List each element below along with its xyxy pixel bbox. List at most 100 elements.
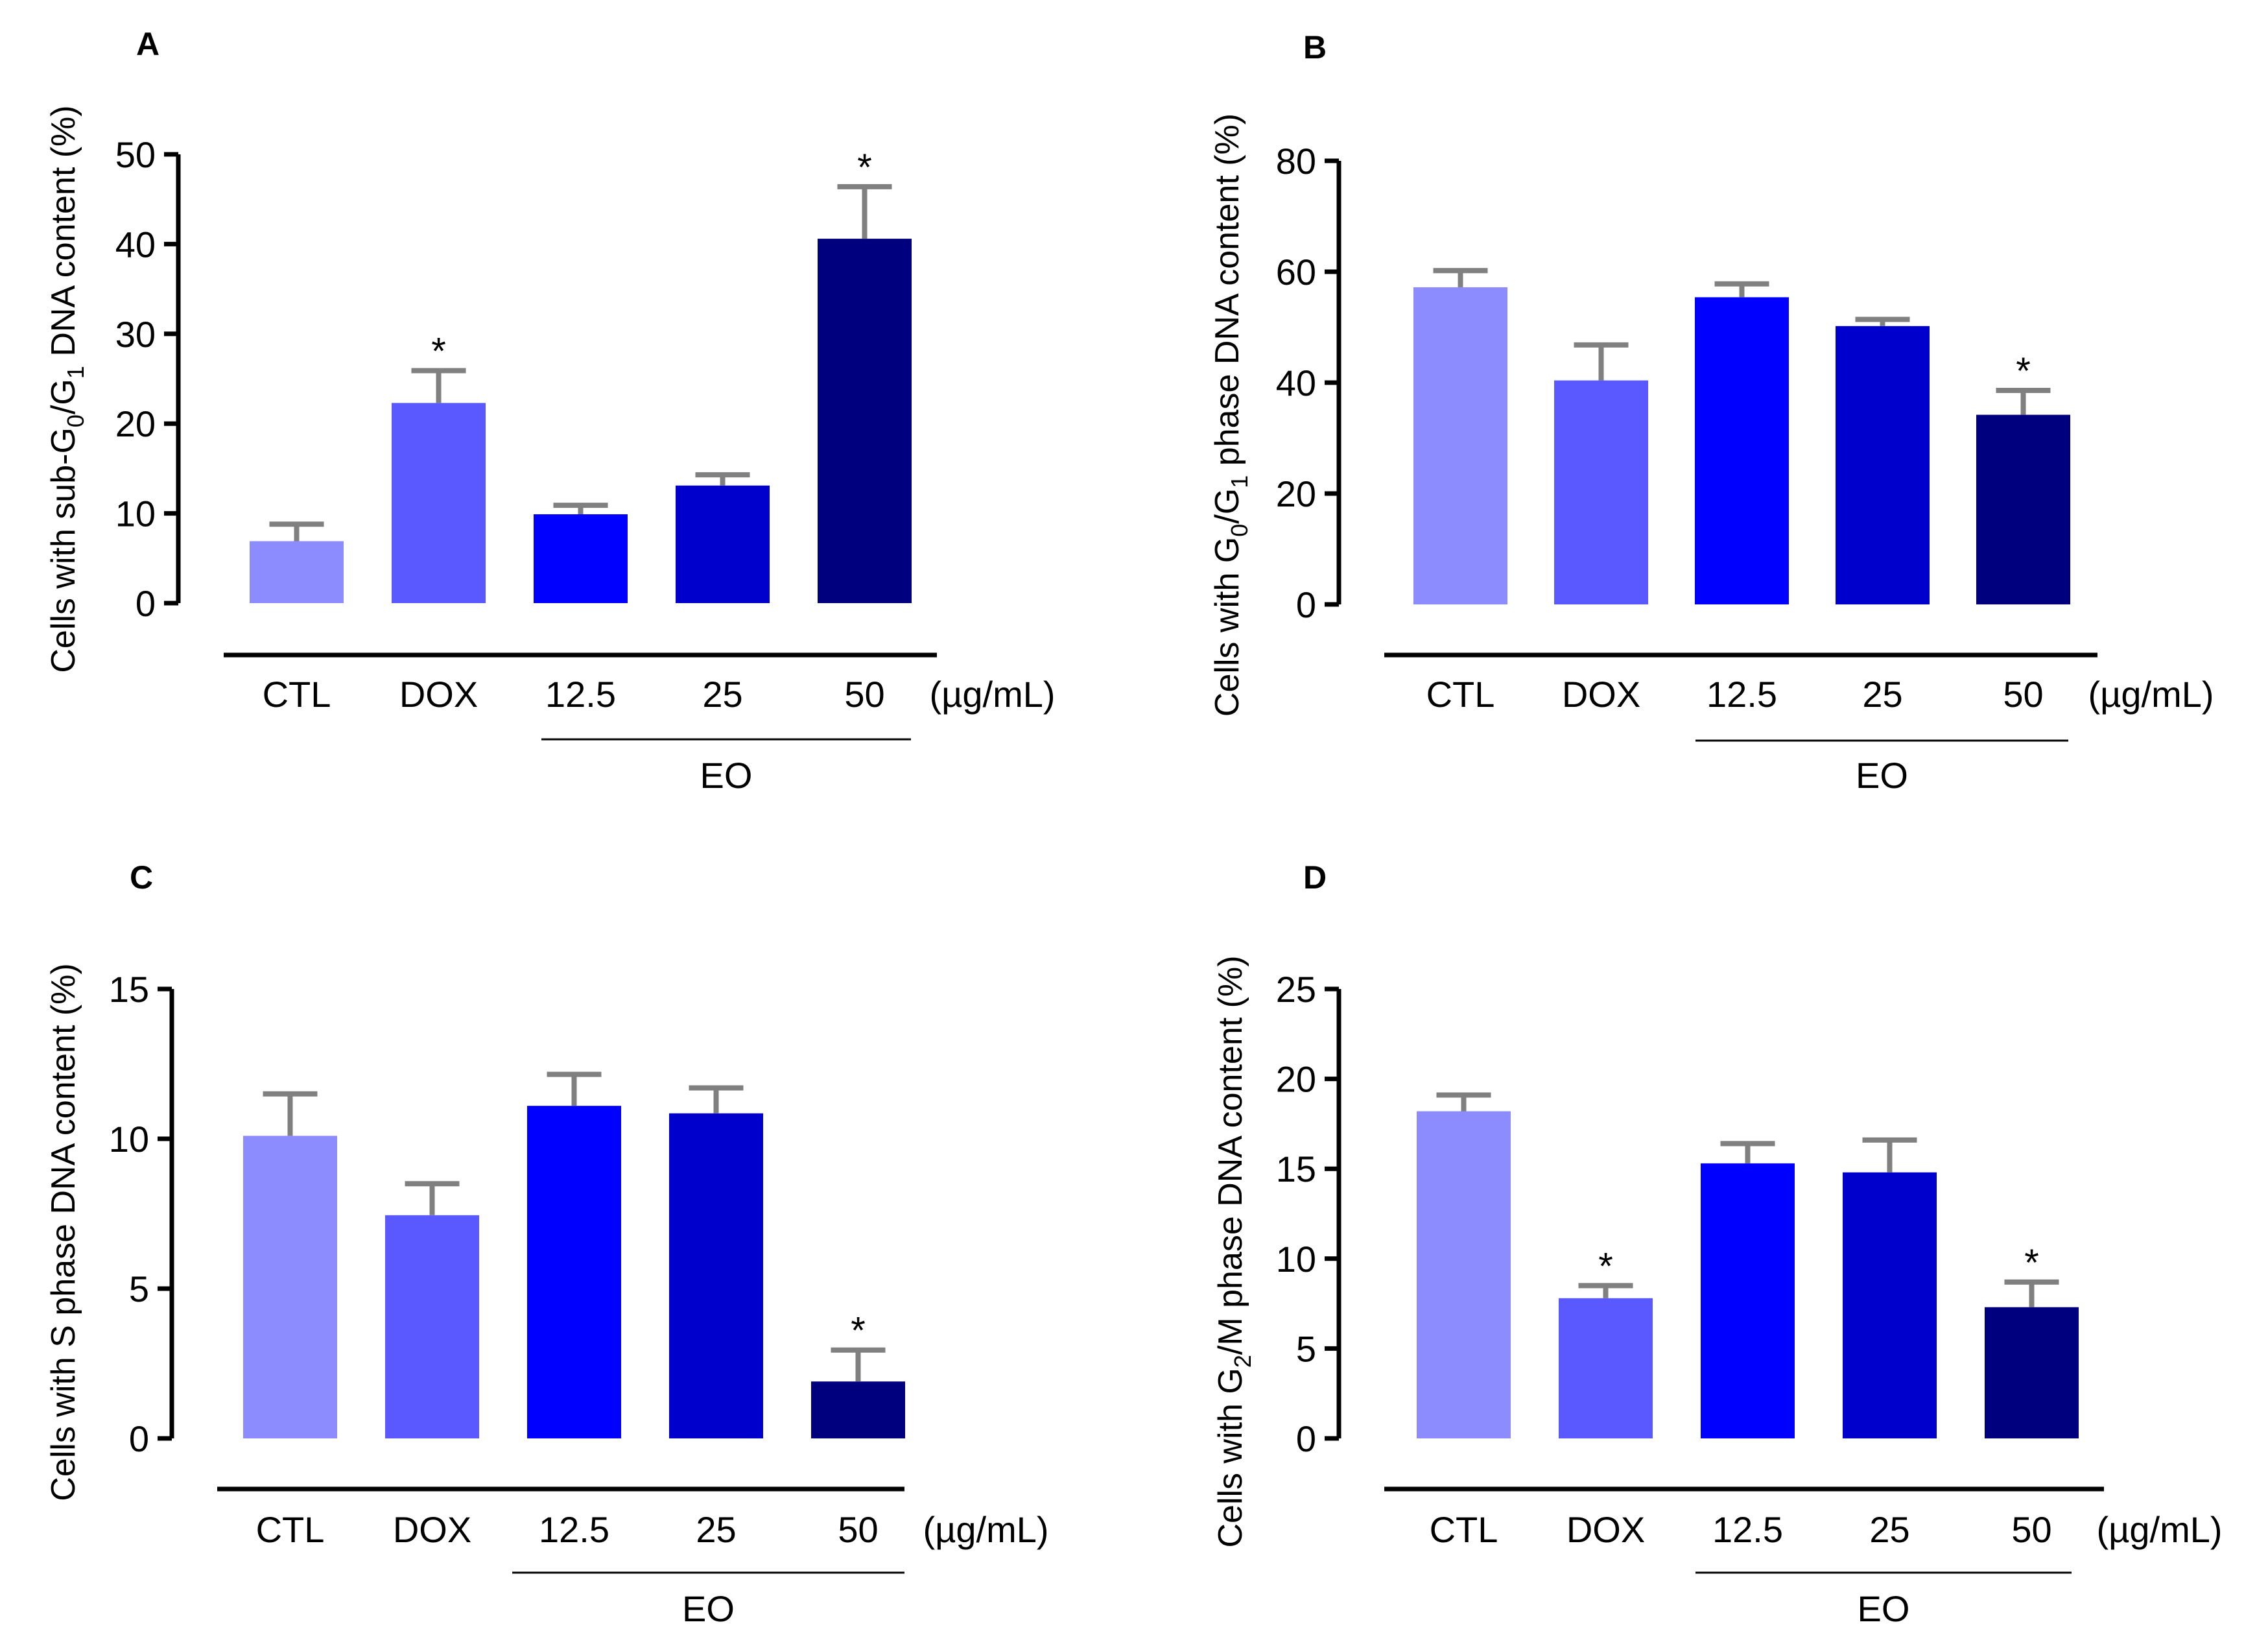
x-unit-label: (µg/mL)	[930, 674, 1056, 715]
bar-CTL	[250, 541, 344, 603]
y-tick-label: 25	[1276, 969, 1316, 1010]
x-category-label: CTL	[1430, 1509, 1498, 1550]
x-category-label: CTL	[263, 674, 331, 715]
bar-DOX	[1554, 380, 1648, 604]
y-tick-label: 0	[136, 583, 156, 624]
x-category-label: 12.5	[1707, 674, 1777, 715]
y-axis-title-part: Cells with sub-G	[45, 427, 82, 673]
y-tick-label: 20	[1276, 473, 1316, 514]
y-axis-title: Cells with sub-G0​/G1​ DNA content (%)	[45, 105, 89, 673]
significance-star: *	[431, 331, 446, 373]
y-tick-label: 0	[1296, 584, 1316, 625]
y-axis-title-part: /G	[45, 379, 82, 414]
x-category-label: DOX	[1562, 674, 1640, 715]
x-category-label: 50	[2003, 674, 2043, 715]
y-axis-title-subscript: 1	[62, 366, 89, 379]
group-label-eo: EO	[1858, 1588, 1910, 1629]
y-axis-title-part: Cells with G	[1209, 537, 1246, 717]
bar-50	[1976, 414, 2070, 604]
bar-CTL	[1417, 1111, 1511, 1438]
panel-letter: B	[1303, 29, 1327, 66]
x-category-label: 50	[844, 674, 884, 715]
x-category-label: 12.5	[1712, 1509, 1783, 1550]
x-category-label: 25	[702, 674, 742, 715]
x-category-label: 12.5	[545, 674, 616, 715]
x-category-label: 50	[838, 1509, 878, 1550]
bar-25	[1843, 1172, 1937, 1438]
bar-DOX	[1559, 1298, 1653, 1438]
panel-c: C 0 5 10 15 Cells with S phase DNA content (%…	[45, 859, 1049, 1629]
y-tick-label: 10	[115, 494, 156, 534]
y-axis-title-subscript: 1	[1226, 475, 1253, 488]
y-axis-title-part: Cells with G	[1212, 1368, 1249, 1547]
bar-12.5	[1695, 297, 1789, 604]
y-tick-label: 0	[1296, 1418, 1316, 1459]
y-axis-title-subscript: 0	[62, 414, 89, 427]
significance-star: *	[2016, 350, 2031, 392]
bar-50	[818, 239, 912, 603]
y-tick-label: 5	[129, 1269, 149, 1309]
x-unit-label: (µg/mL)	[923, 1509, 1049, 1550]
y-axis-title-subscript: 2	[1229, 1355, 1256, 1368]
panel-letter: D	[1303, 859, 1327, 896]
x-category-label: DOX	[399, 674, 478, 715]
bar-CTL	[1413, 287, 1507, 604]
bar-DOX	[385, 1215, 479, 1438]
x-category-label: 12.5	[539, 1509, 609, 1550]
y-axis-title: Cells with G2​/M phase DNA content (%)	[1212, 955, 1256, 1547]
y-axis-title-part: /G	[1209, 488, 1246, 524]
panel-d: D 0 5 10 15 20 25 Cells with G2​/M phase DNA co…	[1212, 859, 2223, 1629]
bar-50	[811, 1381, 905, 1438]
x-unit-label: (µg/mL)	[2097, 1509, 2223, 1550]
bar-12.5	[527, 1106, 621, 1438]
panel-b: B 0 20 40 60 80 Cells with G0​/G1​ phase DNA c…	[1209, 29, 2214, 796]
x-category-label: 25	[1869, 1509, 1909, 1550]
y-tick-label: 30	[115, 314, 156, 355]
x-category-label: 25	[1862, 674, 1902, 715]
bar-12.5	[534, 514, 628, 603]
significance-star: *	[1598, 1245, 1613, 1287]
bar-DOX	[392, 403, 486, 603]
y-tick-label: 5	[1296, 1328, 1316, 1369]
y-tick-label: 15	[1276, 1149, 1316, 1189]
bar-25	[676, 485, 770, 603]
group-label-eo: EO	[700, 755, 753, 796]
panel-letter: C	[130, 859, 153, 896]
bar-50	[1985, 1307, 2079, 1438]
y-axis-title-subscript: 0	[1226, 524, 1253, 537]
y-tick-label: 0	[129, 1418, 149, 1459]
significance-star: *	[857, 147, 872, 189]
y-axis-title-part: Cells with S phase DNA content (%)	[45, 963, 82, 1501]
significance-star: *	[851, 1310, 866, 1352]
group-label-eo: EO	[682, 1588, 735, 1629]
group-label-eo: EO	[1856, 755, 1908, 796]
panel-letter: A	[136, 26, 159, 62]
y-axis-title-part: /M phase DNA content (%)	[1212, 955, 1249, 1355]
y-tick-label: 60	[1276, 252, 1316, 292]
x-category-label: DOX	[393, 1509, 471, 1550]
bar-25	[1836, 326, 1930, 604]
y-tick-label: 10	[1276, 1239, 1316, 1280]
x-category-label: DOX	[1566, 1509, 1645, 1550]
y-axis-title: Cells with S phase DNA content (%)	[45, 963, 82, 1501]
x-unit-label: (µg/mL)	[2088, 674, 2214, 715]
y-tick-label: 80	[1276, 141, 1316, 182]
x-category-label: CTL	[1426, 674, 1495, 715]
y-tick-label: 20	[115, 403, 156, 444]
x-category-label: 25	[696, 1509, 736, 1550]
x-category-label: 50	[2011, 1509, 2051, 1550]
y-tick-label: 40	[1276, 363, 1316, 403]
bar-25	[669, 1113, 763, 1438]
y-tick-label: 10	[109, 1119, 149, 1160]
x-category-label: CTL	[256, 1509, 325, 1550]
y-tick-label: 20	[1276, 1059, 1316, 1100]
y-tick-label: 40	[115, 224, 156, 265]
y-tick-label: 15	[109, 969, 149, 1010]
y-axis-title-part: DNA content (%)	[45, 105, 82, 366]
significance-star: *	[2024, 1242, 2039, 1284]
y-axis-title: Cells with G0​/G1​ phase DNA content (%)	[1209, 113, 1253, 717]
bar-12.5	[1701, 1163, 1795, 1438]
bar-CTL	[243, 1136, 337, 1438]
